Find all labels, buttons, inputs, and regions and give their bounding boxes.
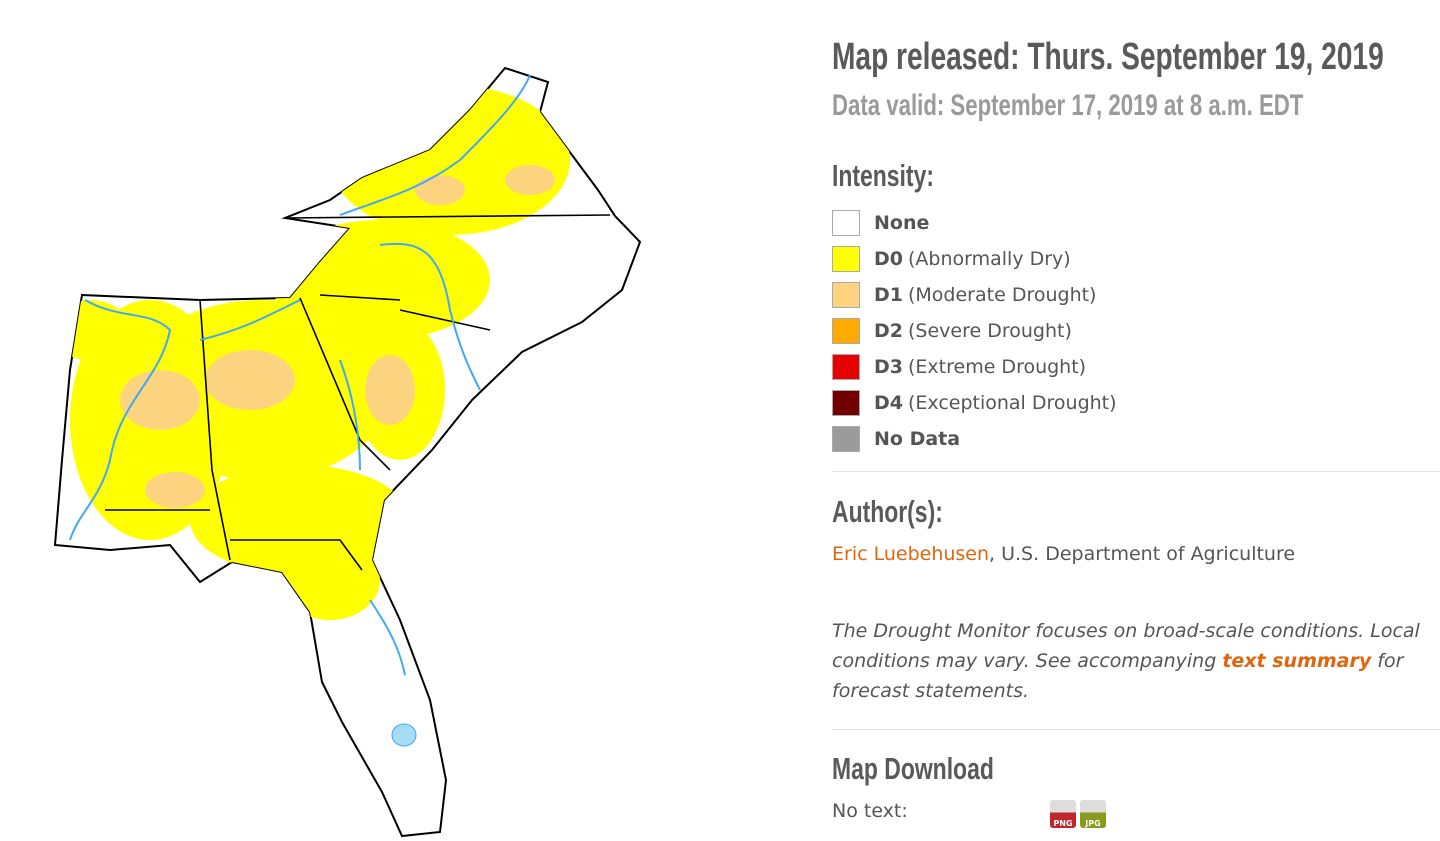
legend-swatch (832, 354, 860, 380)
legend-item: None (832, 205, 1117, 241)
legend-code: D2 (874, 320, 903, 342)
legend: None D0 (Abnormally Dry) D1 (Moderate Drough… (832, 205, 1117, 457)
legend-code: No Data (874, 428, 961, 450)
download-icon[interactable]: JPG (1080, 800, 1106, 828)
legend-label: (Extreme Drought) (908, 356, 1087, 378)
divider (832, 729, 1440, 730)
legend-code: D0 (874, 248, 903, 270)
legend-label: (Severe Drought) (908, 320, 1072, 342)
legend-swatch (832, 318, 860, 344)
legend-swatch (832, 426, 860, 452)
legend-swatch (832, 210, 860, 236)
drought-map (53, 66, 642, 838)
note: The Drought Monitor focuses on broad-sca… (832, 616, 1440, 706)
legend-item: D3 (Extreme Drought) (832, 349, 1117, 385)
legend-label: (Exceptional Drought) (908, 392, 1117, 414)
author-link[interactable]: Eric Luebehusen (832, 543, 990, 565)
legend-code: None (874, 212, 930, 234)
legend-swatch (832, 246, 860, 272)
legend-label: (Moderate Drought) (908, 284, 1097, 306)
legend-item: D4 (Exceptional Drought) (832, 385, 1117, 421)
legend-item: D0 (Abnormally Dry) (832, 241, 1117, 277)
legend-code: D4 (874, 392, 903, 414)
text-summary-link[interactable]: text summary (1222, 650, 1372, 672)
data-valid: Data valid: September 17, 2019 at 8 a.m.… (832, 89, 1304, 122)
legend-swatch (832, 282, 860, 308)
lake (391, 723, 417, 747)
author-org: , U.S. Department of Agriculture (989, 543, 1296, 565)
legend-code: D3 (874, 356, 903, 378)
download-label: No text: (832, 800, 908, 822)
rivers (69, 74, 531, 676)
map-release-title: Map released: Thurs. September 19, 2019 (832, 36, 1384, 78)
divider (832, 471, 1440, 472)
legend-item: D1 (Moderate Drought) (832, 277, 1117, 313)
state-borders (105, 214, 611, 571)
download-icons: PNG JPG (1050, 800, 1110, 828)
authors-heading: Author(s): (832, 494, 943, 529)
download-icon[interactable]: PNG (1050, 800, 1076, 828)
intensity-heading: Intensity: (832, 158, 934, 193)
legend-item: No Data (832, 421, 1117, 457)
legend-item: D2 (Severe Drought) (832, 313, 1117, 349)
legend-label: (Abnormally Dry) (908, 248, 1071, 270)
legend-code: D1 (874, 284, 903, 306)
note-text: The Drought Monitor focuses on broad-sca… (832, 620, 1420, 672)
legend-swatch (832, 390, 860, 416)
download-heading: Map Download (832, 751, 994, 786)
note-text: for forecast statements. (832, 650, 1404, 702)
